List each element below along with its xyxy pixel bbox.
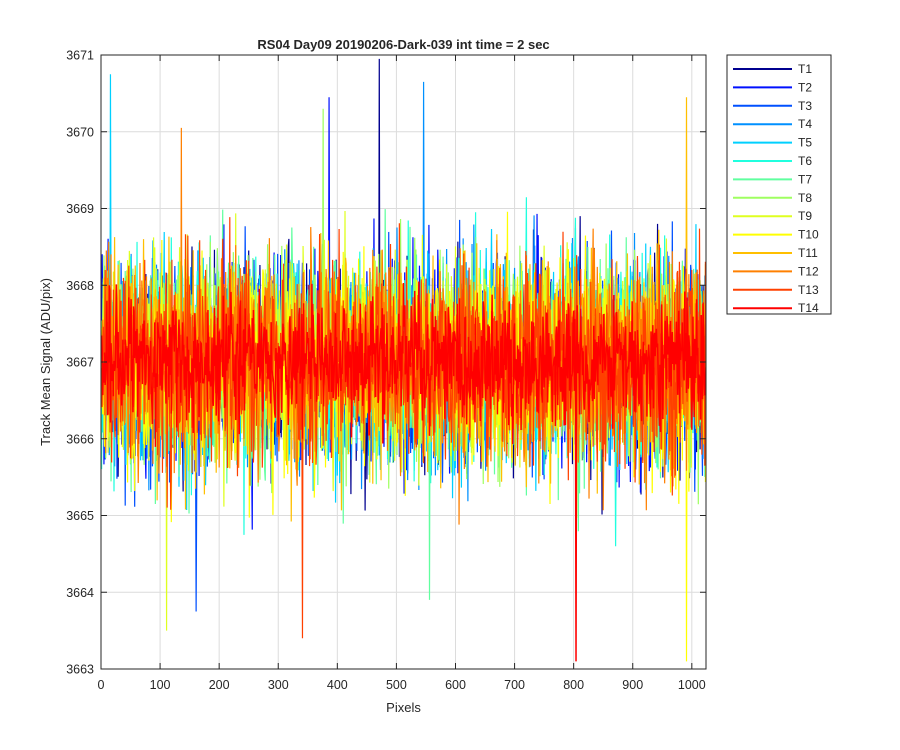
chart-title: RS04 Day09 20190206-Dark-039 int time = … bbox=[257, 37, 549, 52]
x-tick-label: 400 bbox=[327, 678, 348, 692]
legend-label-t8: T8 bbox=[798, 191, 812, 205]
y-tick-label: 3666 bbox=[66, 432, 94, 446]
legend-label-t11: T11 bbox=[798, 246, 818, 260]
x-axis-label: Pixels bbox=[386, 700, 421, 715]
x-tick-label: 1000 bbox=[678, 678, 706, 692]
x-tick-label: 200 bbox=[209, 678, 230, 692]
y-tick-label: 3665 bbox=[66, 509, 94, 523]
y-tick-label: 3663 bbox=[66, 663, 94, 677]
x-tick-label: 100 bbox=[150, 678, 171, 692]
legend-label-t4: T4 bbox=[798, 117, 812, 131]
series-lines bbox=[101, 58, 706, 662]
series-line-t13 bbox=[101, 217, 706, 639]
legend-label-t14: T14 bbox=[798, 301, 819, 315]
legend-label-t9: T9 bbox=[798, 209, 812, 223]
x-tick-label: 900 bbox=[622, 678, 643, 692]
legend-label-t13: T13 bbox=[798, 283, 819, 297]
y-tick-label: 3671 bbox=[66, 49, 94, 63]
legend-label-t12: T12 bbox=[798, 264, 819, 278]
y-tick-label: 3670 bbox=[66, 125, 94, 139]
legend-label-t5: T5 bbox=[798, 136, 812, 150]
x-tick-label: 0 bbox=[98, 678, 105, 692]
legend-label-t3: T3 bbox=[798, 99, 812, 113]
y-tick-label: 3669 bbox=[66, 202, 94, 216]
series-line-t14 bbox=[101, 281, 706, 662]
x-tick-label: 300 bbox=[268, 678, 289, 692]
y-tick-label: 3668 bbox=[66, 279, 94, 293]
legend-label-t10: T10 bbox=[798, 228, 819, 242]
y-tick-label: 3667 bbox=[66, 356, 94, 370]
x-tick-label: 700 bbox=[504, 678, 525, 692]
x-tick-label: 500 bbox=[386, 678, 407, 692]
y-axis-label: Track Mean Signal (ADU/pix) bbox=[38, 278, 53, 446]
legend-label-t1: T1 bbox=[798, 62, 812, 76]
legend-label-t2: T2 bbox=[798, 80, 812, 94]
x-axis-ticks: 0 100 200 300 400 500 600 700 800 900 1000 bbox=[98, 55, 706, 692]
legend-label-t7: T7 bbox=[798, 172, 812, 186]
legend: T1 T2 T3 T4 T5 T6 T7 T8 T9 T10 T11 T12 T13 T14 bbox=[726, 54, 832, 315]
x-tick-label: 600 bbox=[445, 678, 466, 692]
x-tick-label: 800 bbox=[563, 678, 584, 692]
legend-label-t6: T6 bbox=[798, 154, 812, 168]
y-axis-ticks: 3663 3664 3665 3666 3667 3668 3669 3670 3671 bbox=[66, 49, 706, 677]
y-tick-label: 3664 bbox=[66, 586, 94, 600]
